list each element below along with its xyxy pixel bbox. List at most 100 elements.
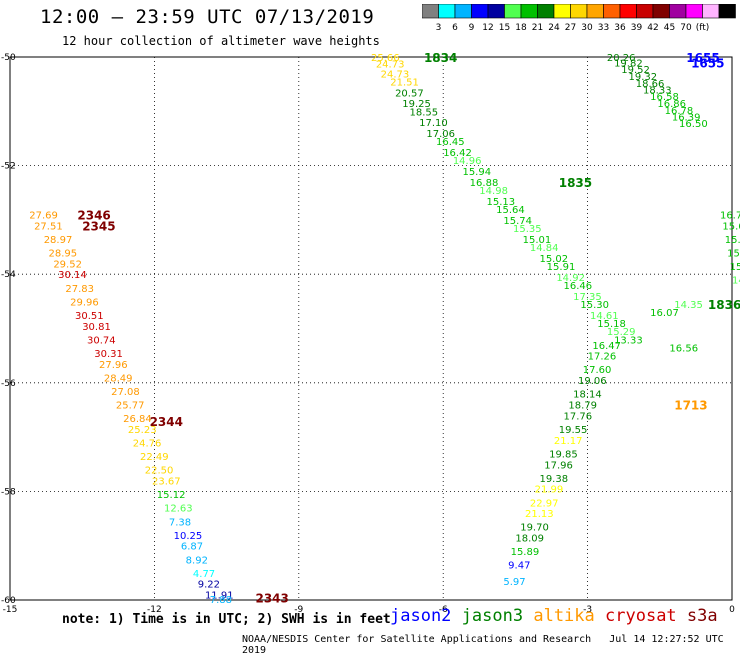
swh-value: 28.97 — [44, 235, 73, 246]
swh-value: 30.74 — [87, 335, 116, 346]
swh-value: 15.02 — [539, 254, 568, 265]
swh-value: 28.49 — [104, 373, 133, 384]
swh-value: 27.51 — [34, 221, 63, 232]
legend-label: 3 — [436, 23, 442, 32]
legend-label: 39 — [631, 23, 643, 32]
swh-value: 15.67 — [725, 235, 740, 246]
swh-value: 28.95 — [49, 248, 78, 259]
swh-value: 4.77 — [193, 569, 215, 580]
swh-value: 30.81 — [82, 322, 111, 333]
swh-value: 15.29 — [607, 327, 636, 338]
swh-value: 18.79 — [568, 401, 597, 412]
swh-value: 21.99 — [535, 485, 564, 496]
swh-value: 18.66 — [636, 79, 665, 90]
swh-value: 17.60 — [583, 365, 612, 376]
swh-value: 25.23 — [128, 425, 157, 436]
x-tick-label: -12 — [147, 605, 162, 615]
sat-jason2: jason2 — [390, 606, 452, 626]
y-tick-label: -50 — [1, 53, 16, 63]
swh-value: 16.58 — [650, 92, 679, 103]
legend-label: 36 — [614, 23, 626, 32]
swh-value: 9.22 — [198, 580, 220, 591]
swh-value: 17.76 — [564, 411, 593, 422]
swh-value: 15.13 — [487, 197, 516, 208]
time-label: 1713 — [674, 399, 707, 413]
swh-value: 25.77 — [116, 401, 145, 412]
legend-label: 70 — [680, 23, 692, 32]
swh-value: 19.38 — [539, 474, 568, 485]
legend-label: (ft) — [696, 23, 710, 32]
swh-value: 10.25 — [174, 531, 203, 542]
swh-value: 22.50 — [145, 466, 174, 477]
swh-value: 15.91 — [547, 262, 576, 273]
swh-value: 16.7 — [720, 210, 740, 221]
swh-value: 15.18 — [597, 319, 626, 330]
satellite-legend: jason2 jason3 altika cryosat s3a — [390, 606, 718, 626]
swh-value: 19.70 — [520, 523, 549, 534]
color-legend: 3 6 9 12 15 18 21 24 27 30 33 36 39 42 45 70 (ft) — [422, 4, 736, 32]
swh-value: 14.35 — [674, 300, 703, 311]
x-tick-label: -6 — [439, 605, 448, 615]
swh-value: 16.86 — [657, 99, 686, 110]
swh-value: 19.32 — [629, 72, 658, 83]
credit-text: NOAA/NESDIS Center for Satellite Applica… — [242, 634, 592, 645]
swh-value: 15.10 — [730, 262, 740, 273]
swh-value: 16.07 — [650, 308, 679, 319]
chart-title: 12:00 – 23:59 UTC 07/13/2019 — [40, 6, 375, 28]
swh-value: 18.09 — [515, 534, 544, 545]
time-label: 2344 — [150, 415, 183, 429]
swh-value: 24.73 — [381, 69, 410, 80]
time-label: 1834 — [424, 51, 457, 65]
swh-value: 19.52 — [621, 65, 650, 76]
swh-value: 19.82 — [614, 58, 643, 69]
swh-value: 19.85 — [549, 449, 578, 460]
time-label: 1835 — [559, 176, 592, 190]
swh-value: 15.69 — [727, 248, 740, 259]
time-label: 2346 — [77, 208, 110, 222]
swh-value: 5.97 — [503, 577, 525, 588]
swh-value: 30.51 — [75, 311, 104, 322]
swh-value: 21.13 — [525, 509, 554, 520]
swh-value: 27.08 — [111, 387, 140, 398]
swh-value: 27.69 — [29, 210, 58, 221]
y-tick-label: -52 — [1, 162, 16, 172]
time-label: 1655 — [691, 56, 724, 70]
swh-value: 27.96 — [99, 360, 128, 371]
swh-value: 15.74 — [503, 216, 532, 227]
legend-label: 42 — [647, 23, 658, 32]
swh-value: 15.89 — [511, 547, 540, 558]
plot-frame — [9, 56, 733, 601]
swh-value: 7.88 — [210, 595, 232, 606]
swh-value: 19.25 — [402, 99, 431, 110]
swh-value: 16.88 — [470, 178, 499, 189]
swh-value: 21.51 — [390, 77, 419, 88]
swh-value: 17.26 — [588, 352, 617, 363]
y-tick-label: -58 — [1, 487, 16, 497]
x-tick-label: -3 — [583, 605, 592, 615]
swh-value: 15.01 — [523, 235, 552, 246]
legend-label: 12 — [482, 23, 493, 32]
swh-value: 16.45 — [436, 137, 465, 148]
y-tick-label: -56 — [1, 379, 16, 389]
swh-value: 20.57 — [395, 88, 424, 99]
swh-value: 25.66 — [371, 53, 400, 64]
legend-label: 33 — [598, 23, 609, 32]
time-label: 2345 — [82, 219, 115, 233]
sat-altika: altika — [533, 606, 595, 626]
swh-value: 14.87 — [732, 276, 740, 287]
swh-value: 22.97 — [530, 498, 559, 509]
swh-value: 16.47 — [592, 341, 621, 352]
legend-label: 27 — [565, 23, 576, 32]
swh-value: 29.96 — [70, 297, 99, 308]
swh-value: 16.56 — [669, 344, 698, 355]
swh-value: 17.96 — [544, 460, 573, 471]
swh-value: 12.63 — [164, 504, 193, 515]
swh-value: 15.64 — [496, 205, 525, 216]
swh-value: 29.52 — [53, 259, 82, 270]
swh-value: 17.06 — [426, 129, 455, 140]
y-tick-label: -54 — [1, 270, 16, 280]
legend-label: 15 — [499, 23, 510, 32]
swh-value: 22.49 — [140, 452, 169, 463]
swh-value: 14.92 — [556, 273, 585, 284]
